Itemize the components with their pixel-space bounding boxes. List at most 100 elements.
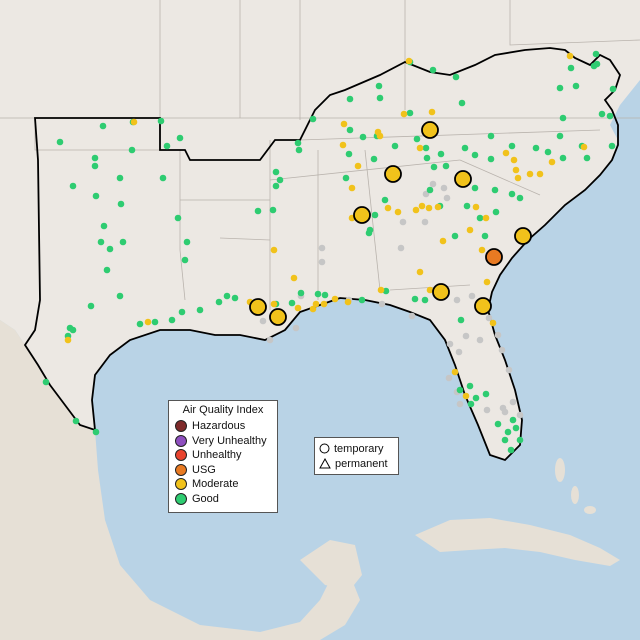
monitor-no-data[interactable] (483, 406, 491, 414)
monitor-good[interactable] (151, 318, 159, 326)
monitor-good[interactable] (346, 95, 354, 103)
monitor-good[interactable] (430, 163, 438, 171)
monitor-moderate[interactable] (439, 237, 447, 245)
monitor-good[interactable] (375, 82, 383, 90)
monitor-no-data[interactable] (462, 332, 470, 340)
monitor-good[interactable] (56, 138, 64, 146)
monitor-moderate[interactable] (374, 128, 382, 136)
monitor-good[interactable] (516, 436, 524, 444)
monitor-good[interactable] (583, 154, 591, 162)
monitor-good[interactable] (492, 208, 500, 216)
monitor-good[interactable] (482, 390, 490, 398)
monitor-good[interactable] (69, 182, 77, 190)
monitor-moderate[interactable] (64, 336, 72, 344)
monitor-good[interactable] (559, 154, 567, 162)
monitor-good[interactable] (608, 142, 616, 150)
monitor-good[interactable] (463, 202, 471, 210)
monitor-good[interactable] (100, 222, 108, 230)
monitor-good[interactable] (366, 226, 374, 234)
monitor-moderate[interactable] (514, 174, 522, 182)
monitor-good[interactable] (92, 428, 100, 436)
monitor-no-data[interactable] (399, 218, 407, 226)
monitor-moderate[interactable] (320, 300, 328, 308)
monitor-moderate[interactable] (502, 149, 510, 157)
monitor-temporary-moderate[interactable] (454, 170, 472, 188)
monitor-moderate[interactable] (510, 156, 518, 164)
monitor-moderate[interactable] (144, 318, 152, 326)
monitor-good[interactable] (295, 146, 303, 154)
monitor-moderate[interactable] (331, 295, 339, 303)
monitor-no-data[interactable] (259, 317, 267, 325)
monitor-no-data[interactable] (468, 292, 476, 300)
monitor-good[interactable] (272, 182, 280, 190)
monitor-temporary-moderate[interactable] (384, 165, 402, 183)
monitor-good[interactable] (467, 400, 475, 408)
monitor-good[interactable] (471, 184, 479, 192)
monitor-good[interactable] (426, 186, 434, 194)
monitor-good[interactable] (572, 82, 580, 90)
monitor-good[interactable] (159, 174, 167, 182)
monitor-no-data[interactable] (266, 336, 274, 344)
monitor-moderate[interactable] (348, 184, 356, 192)
monitor-moderate[interactable] (340, 120, 348, 128)
monitor-good[interactable] (458, 99, 466, 107)
monitor-good[interactable] (181, 256, 189, 264)
monitor-good[interactable] (556, 132, 564, 140)
monitor-good[interactable] (452, 73, 460, 81)
monitor-moderate[interactable] (451, 368, 459, 376)
monitor-moderate[interactable] (512, 166, 520, 174)
monitor-no-data[interactable] (318, 258, 326, 266)
monitor-moderate[interactable] (312, 300, 320, 308)
monitor-good[interactable] (223, 292, 231, 300)
monitor-good[interactable] (321, 291, 329, 299)
monitor-good[interactable] (358, 296, 366, 304)
monitor-good[interactable] (272, 168, 280, 176)
monitor-good[interactable] (99, 122, 107, 130)
monitor-good[interactable] (609, 85, 617, 93)
monitor-good[interactable] (593, 60, 601, 68)
monitor-no-data[interactable] (443, 194, 451, 202)
monitor-moderate[interactable] (354, 162, 362, 170)
monitor-moderate[interactable] (405, 57, 413, 65)
monitor-good[interactable] (183, 238, 191, 246)
monitor-good[interactable] (371, 211, 379, 219)
monitor-no-data[interactable] (446, 340, 454, 348)
monitor-good[interactable] (376, 94, 384, 102)
monitor-moderate[interactable] (418, 202, 426, 210)
monitor-moderate[interactable] (472, 203, 480, 211)
monitor-no-data[interactable] (445, 374, 453, 382)
monitor-no-data[interactable] (516, 411, 524, 419)
monitor-good[interactable] (461, 144, 469, 152)
monitor-no-data[interactable] (429, 180, 437, 188)
monitor-good[interactable] (91, 154, 99, 162)
monitor-moderate[interactable] (130, 118, 138, 126)
monitor-good[interactable] (501, 436, 509, 444)
monitor-good[interactable] (42, 378, 50, 386)
monitor-good[interactable] (413, 135, 421, 143)
monitor-good[interactable] (422, 144, 430, 152)
monitor-moderate[interactable] (434, 203, 442, 211)
monitor-good[interactable] (556, 84, 564, 92)
monitor-no-data[interactable] (476, 336, 484, 344)
monitor-good[interactable] (215, 298, 223, 306)
monitor-moderate[interactable] (580, 143, 588, 151)
monitor-good[interactable] (472, 394, 480, 402)
monitor-moderate[interactable] (344, 298, 352, 306)
monitor-moderate[interactable] (309, 305, 317, 313)
monitor-good[interactable] (481, 232, 489, 240)
monitor-good[interactable] (592, 50, 600, 58)
monitor-good[interactable] (437, 150, 445, 158)
monitor-good[interactable] (494, 420, 502, 428)
monitor-good[interactable] (178, 308, 186, 316)
monitor-moderate[interactable] (290, 274, 298, 282)
monitor-good[interactable] (370, 155, 378, 163)
monitor-good[interactable] (176, 134, 184, 142)
monitor-temporary-moderate[interactable] (353, 206, 371, 224)
monitor-no-data[interactable] (422, 190, 430, 198)
monitor-good[interactable] (491, 186, 499, 194)
monitor-good[interactable] (106, 245, 114, 253)
monitor-no-data[interactable] (440, 184, 448, 192)
monitor-good[interactable] (174, 214, 182, 222)
monitor-no-data[interactable] (378, 300, 386, 308)
